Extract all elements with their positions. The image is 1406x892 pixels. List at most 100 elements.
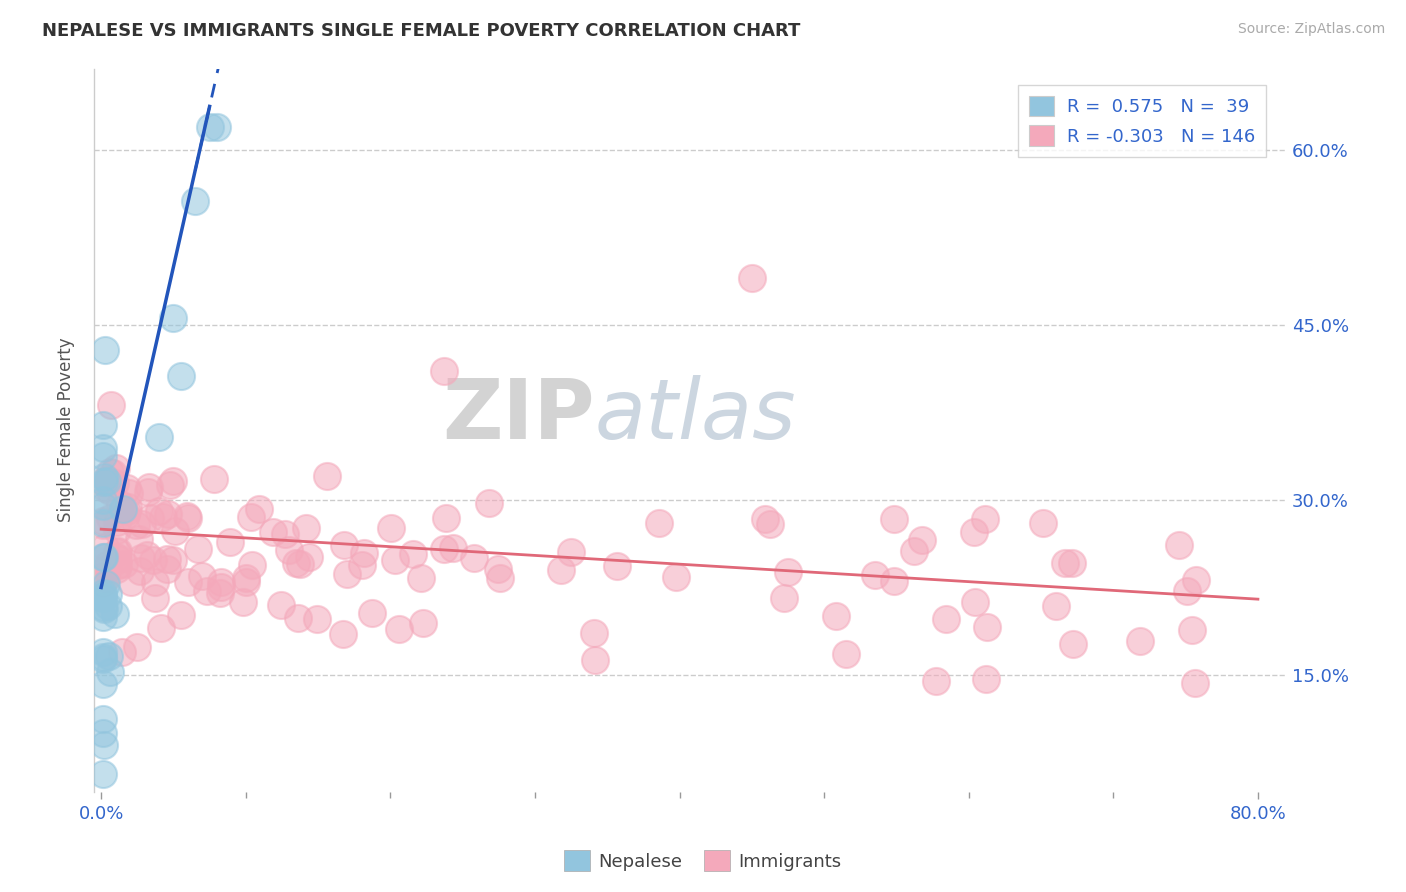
Point [235,575,257,590]
Point [965,595,987,609]
Point [91,646,114,660]
Point [209,574,232,589]
Point [136,548,159,562]
Point [776,565,799,579]
Point [93,475,115,489]
Point [883,574,905,588]
Point [235,571,257,585]
Point [91,600,114,615]
Point [108,497,131,511]
Text: NEPALESE VS IMMIGRANTS SINGLE FEMALE POVERTY CORRELATION CHART: NEPALESE VS IMMIGRANTS SINGLE FEMALE POV… [42,22,800,40]
Point [156,552,179,566]
Point [94,343,117,357]
Point [131,517,153,532]
Text: atlas: atlas [595,376,797,456]
Point [1177,584,1199,599]
Point [107,552,129,566]
Point [97,587,120,601]
Point [145,591,167,605]
Point [96,558,118,572]
Point [835,647,858,661]
Point [139,510,162,524]
Point [1181,623,1204,637]
Point [176,508,198,523]
Point [305,612,328,626]
Point [91,650,114,665]
Point [97,599,120,613]
Point [176,510,198,524]
Point [94,577,117,591]
Point [412,615,434,630]
Point [187,541,209,556]
Point [129,550,152,565]
Point [195,583,218,598]
Point [98,510,121,524]
Point [550,563,572,577]
Point [1054,556,1077,570]
Point [107,544,129,558]
Point [488,571,510,585]
Point [169,607,191,622]
Text: Source: ZipAtlas.com: Source: ZipAtlas.com [1237,22,1385,37]
Point [125,517,148,532]
Point [91,518,114,533]
Point [350,558,373,573]
Point [136,485,159,500]
Point [433,541,456,556]
Point [93,541,115,555]
Point [91,575,114,590]
Point [91,441,114,455]
Point [97,649,120,664]
Point [142,553,165,567]
Point [209,586,232,600]
Point [1060,556,1083,570]
Point [463,550,485,565]
Point [98,483,121,498]
Point [91,568,114,582]
Point [583,653,606,667]
Point [103,467,125,481]
Point [112,558,135,572]
Text: ZIP: ZIP [443,376,595,456]
Point [388,622,411,636]
Point [91,418,114,433]
Point [91,516,114,531]
Point [93,738,115,752]
Point [162,475,184,489]
Point [148,430,170,444]
Point [93,493,115,508]
Point [270,598,292,612]
Point [105,523,128,537]
Point [433,364,456,378]
Point [128,533,150,547]
Point [336,567,359,582]
Point [91,586,114,600]
Point [231,595,253,609]
Point [1129,634,1152,648]
Point [202,472,225,486]
Point [177,575,200,590]
Point [98,465,121,479]
Point [129,564,152,578]
Point [148,504,170,518]
Point [883,512,905,526]
Point [247,501,270,516]
Point [240,510,263,524]
Point [149,621,172,635]
Point [285,556,308,570]
Point [332,627,354,641]
Point [91,652,114,666]
Y-axis label: Single Female Poverty: Single Female Poverty [58,338,75,523]
Point [97,473,120,487]
Point [262,524,284,539]
Point [759,517,782,532]
Point [361,606,384,620]
Point [91,677,114,691]
Point [91,589,114,603]
Point [159,478,181,492]
Point [115,508,138,523]
Point [863,568,886,582]
Point [384,552,406,566]
Point [93,469,115,483]
Point [157,508,180,522]
